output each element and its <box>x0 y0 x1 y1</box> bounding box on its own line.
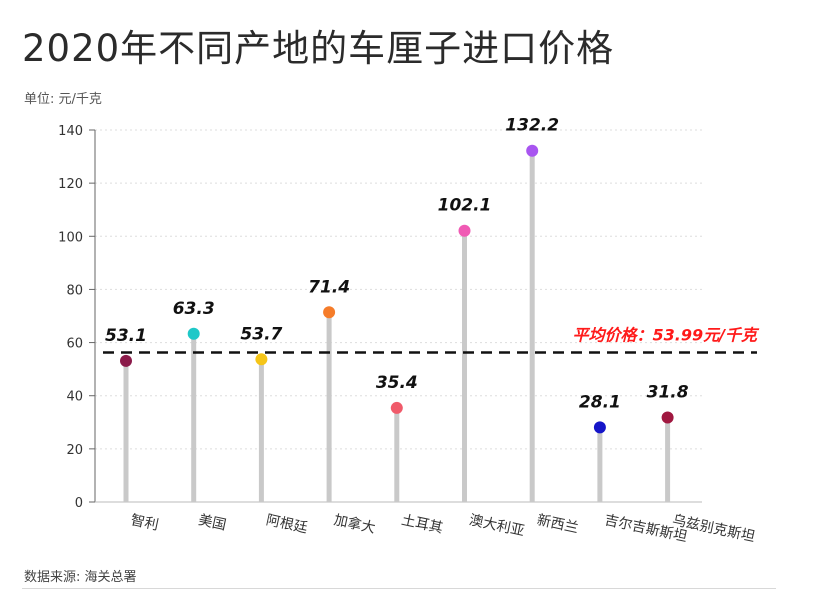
value-label: 132.2 <box>505 116 559 136</box>
data-point <box>187 327 200 340</box>
value-label: 31.8 <box>647 383 689 403</box>
y-tick-label: 60 <box>66 337 83 352</box>
y-tick-label: 120 <box>58 177 83 192</box>
y-tick-label: 80 <box>66 283 83 298</box>
data-point <box>255 353 268 366</box>
y-tick-label: 100 <box>58 230 83 245</box>
y-axis: 0 20 40 60 80 100 120 140 <box>58 124 702 511</box>
data-source: 数据来源: 海关总署 <box>24 570 137 585</box>
value-label: 53.1 <box>105 326 147 346</box>
average-label: 平均价格：53.99元/千克 <box>573 326 760 345</box>
category-label: 加拿大 <box>332 511 377 536</box>
average-line-group: 平均价格：53.99元/千克 <box>103 326 760 354</box>
bottom-divider <box>22 588 776 589</box>
category-label: 澳大利亚 <box>468 512 526 539</box>
category-label: 智利 <box>129 512 160 533</box>
points <box>120 144 674 434</box>
y-tick-label: 140 <box>58 124 83 139</box>
category-label: 阿根廷 <box>265 512 309 536</box>
data-point <box>593 421 606 434</box>
value-label: 35.4 <box>376 373 418 393</box>
y-tick-label: 0 <box>75 496 83 511</box>
value-label: 53.7 <box>240 324 282 344</box>
data-point <box>390 401 403 414</box>
data-point <box>458 224 471 237</box>
value-label: 71.4 <box>308 277 350 297</box>
value-label: 28.1 <box>579 392 621 412</box>
data-point <box>661 411 674 424</box>
chart-title: 2020年不同产地的车厘子进口价格 <box>22 27 615 70</box>
stems <box>123 150 671 502</box>
data-point <box>323 306 336 319</box>
data-point <box>526 144 539 157</box>
data-point <box>120 354 132 367</box>
value-label: 63.3 <box>173 299 215 319</box>
category-label: 美国 <box>197 512 228 533</box>
unit-label: 单位: 元/千克 <box>24 92 102 107</box>
category-label: 土耳其 <box>400 512 444 536</box>
value-label: 102.1 <box>438 196 492 216</box>
category-label: 新西兰 <box>535 512 579 536</box>
y-tick-label: 40 <box>66 390 83 405</box>
value-labels: 53.1 63.3 53.7 71.4 35.4 102.1 132.2 28.1 31.8 <box>105 116 689 413</box>
y-tick-label: 20 <box>66 443 83 458</box>
